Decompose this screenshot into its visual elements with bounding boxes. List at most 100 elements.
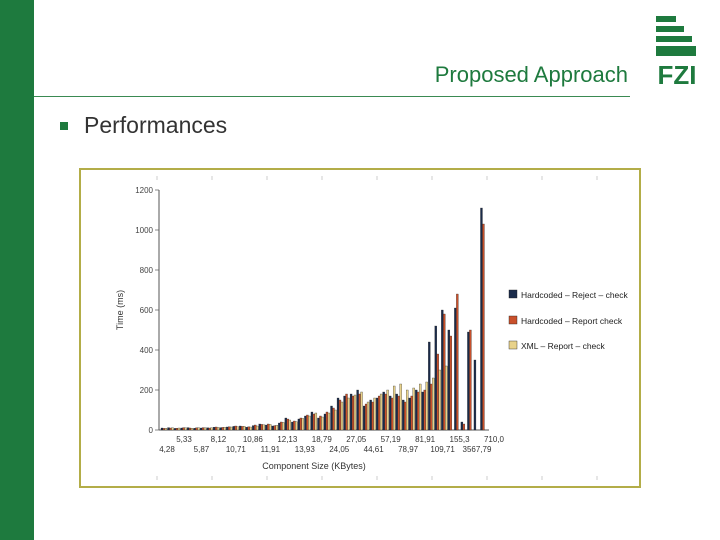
bar-2 (391, 397, 394, 431)
x-tick-label-bottom: 78,97 (398, 445, 419, 454)
bar-3 (262, 424, 265, 431)
bar-2 (208, 427, 211, 431)
bar-1 (323, 413, 327, 431)
bar-3 (327, 412, 331, 431)
bar-1 (382, 391, 385, 431)
bar-3 (210, 427, 213, 431)
x-axis-label: Component Size (KBytes) (262, 461, 366, 471)
bar-3 (321, 416, 324, 431)
bar-3 (347, 397, 350, 431)
bar-3 (243, 426, 246, 431)
y-tick-label: 200 (140, 386, 154, 395)
bar-2 (417, 391, 420, 431)
bar-1 (245, 427, 248, 431)
x-tick-label-bottom: 3567,79 (463, 445, 492, 454)
header-divider (34, 96, 630, 97)
bar-1 (193, 428, 196, 431)
bar-3 (229, 426, 233, 431)
bar-3 (249, 426, 252, 431)
bar-3 (282, 422, 285, 431)
bar-2 (241, 426, 244, 431)
bar-2 (188, 427, 192, 431)
x-tick-label-top: 8,12 (211, 435, 227, 444)
bar-2 (345, 393, 348, 431)
y-tick-label: 400 (140, 346, 154, 355)
bar-2 (162, 428, 166, 431)
bar-3 (236, 426, 239, 431)
y-tick-label: 800 (140, 266, 154, 275)
bar-2 (436, 353, 439, 431)
bar-2 (293, 420, 296, 431)
bar-1 (408, 397, 411, 431)
bar-1 (199, 427, 203, 431)
bar-3 (223, 427, 226, 431)
bar-3 (295, 421, 298, 431)
y-tick-label: 0 (149, 426, 154, 435)
bar-3 (425, 381, 428, 431)
x-tick-label-top: 5,33 (176, 435, 192, 444)
bar-3 (275, 425, 278, 431)
legend-label: XML – Report – check (521, 341, 606, 351)
bar-2 (228, 426, 231, 431)
bar-3 (386, 389, 389, 431)
bar-3 (392, 385, 396, 431)
bar-2 (469, 329, 472, 431)
bar-2 (404, 401, 407, 431)
x-tick-label-bottom: 109,71 (430, 445, 455, 454)
bar-2 (462, 423, 466, 431)
legend-swatch (508, 289, 518, 299)
bar-1 (369, 399, 372, 431)
bar-1 (441, 309, 444, 431)
bullet-item: Performances (60, 112, 227, 139)
bar-1 (362, 405, 366, 431)
x-tick-label-top: 155,3 (450, 435, 471, 444)
bar-2 (299, 417, 303, 431)
bar-1 (304, 415, 307, 431)
bar-1 (258, 423, 261, 431)
bar-1 (291, 421, 294, 431)
bar-1 (434, 325, 437, 431)
bar-3 (184, 427, 187, 431)
bar-1 (473, 359, 477, 431)
x-tick-label-top: 18,79 (312, 435, 333, 444)
bar-1 (349, 393, 353, 431)
bar-1 (252, 425, 255, 431)
bar-1 (460, 421, 464, 431)
bar-1 (447, 329, 451, 431)
bar-1 (180, 427, 183, 431)
x-tick-label-top: 10,86 (243, 435, 264, 444)
bar-3 (177, 427, 181, 431)
bar-3 (334, 409, 337, 431)
legend-label: Hardcoded – Report check (521, 316, 623, 326)
bar-2 (325, 411, 329, 431)
x-tick-label-bottom: 24,05 (329, 445, 350, 454)
x-tick-label-bottom: 44,61 (364, 445, 385, 454)
bar-2 (221, 427, 224, 431)
bar-1 (421, 391, 424, 431)
left-accent-bar (0, 0, 34, 540)
bar-2 (358, 393, 361, 431)
y-tick-label: 1000 (135, 226, 153, 235)
bar-3 (288, 419, 291, 431)
bar-2 (306, 414, 309, 431)
bar-1 (454, 307, 457, 431)
bar-2 (214, 426, 218, 431)
bar-3 (438, 369, 441, 431)
bar-2 (195, 427, 198, 431)
bar-1 (415, 389, 418, 431)
bar-1 (186, 427, 190, 431)
legend-swatch (508, 315, 518, 325)
legend-swatch (508, 340, 518, 350)
bar-2 (254, 424, 257, 431)
bar-1 (173, 428, 177, 431)
bar-1 (239, 425, 242, 431)
bar-1 (160, 427, 164, 431)
y-tick-label: 600 (140, 306, 154, 315)
bar-3 (419, 383, 422, 431)
bar-2 (247, 426, 250, 431)
x-tick-label-bottom: 5,87 (194, 445, 210, 454)
bar-3 (171, 427, 174, 431)
bar-3 (216, 427, 220, 431)
bar-1 (310, 411, 314, 431)
chart-frame: 0 200 400 600 800 1000 1200 Time (ms) 5,33 8,12 10… (79, 168, 641, 488)
